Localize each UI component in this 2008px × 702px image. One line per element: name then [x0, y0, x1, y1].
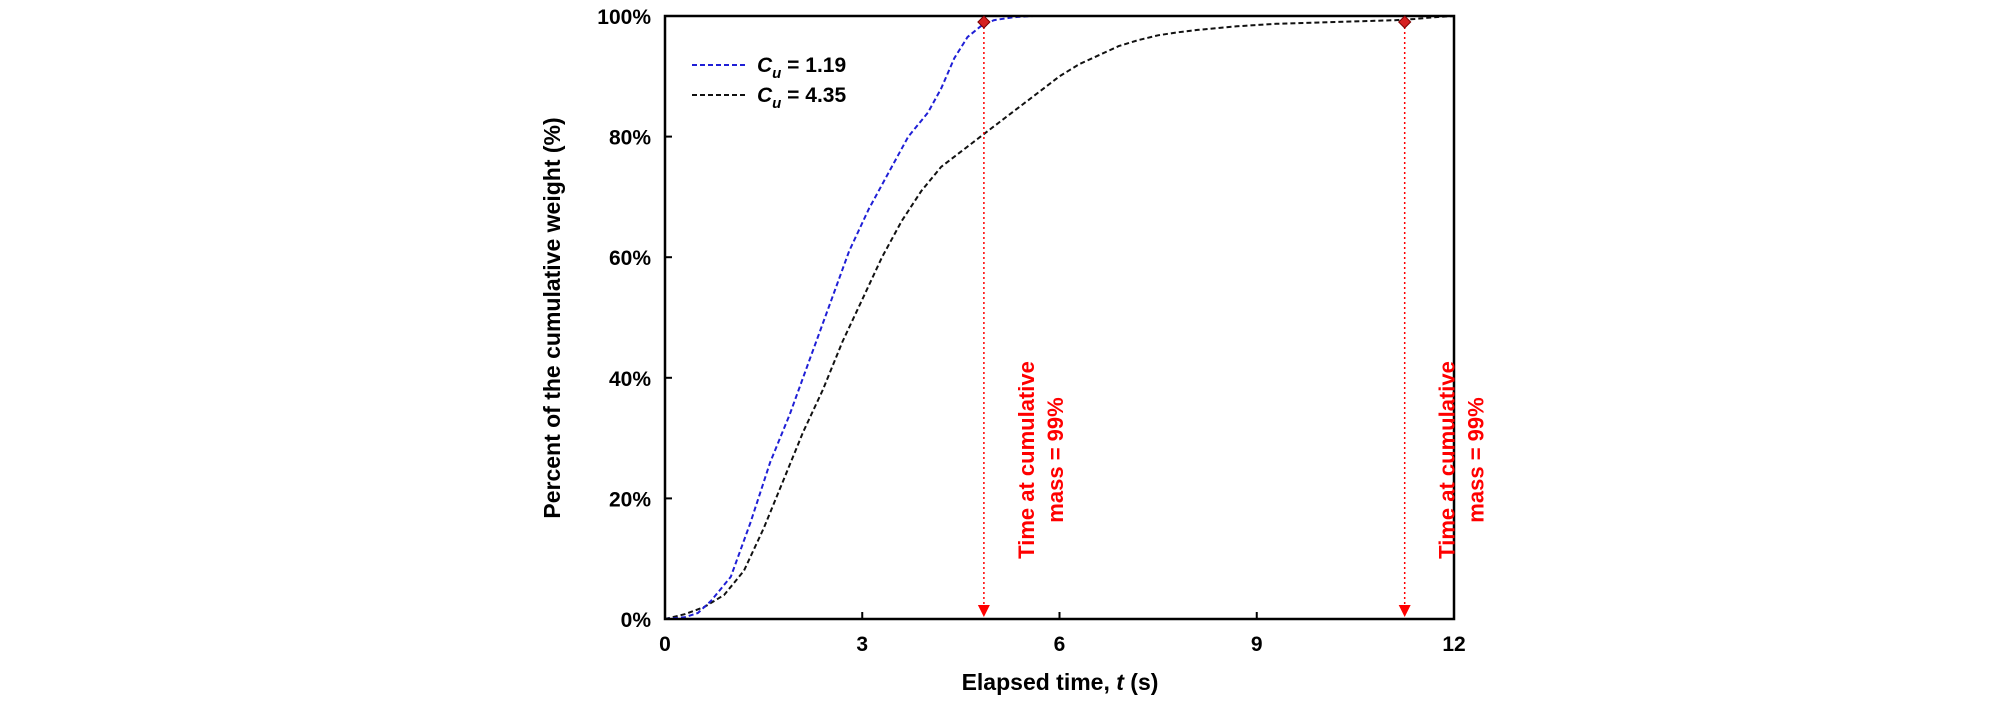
legend-entry-cu-1-19: Cu = 1.19: [692, 54, 846, 82]
axis-ticks: 0 3 6 9 12 0% 20% 40% 60% 80% 100%: [597, 6, 1465, 656]
drop-arrow-1: [1398, 605, 1411, 617]
y-tick-label-5: 100%: [597, 6, 651, 29]
legend-entry-cu-4-35: Cu = 4.35: [692, 84, 846, 112]
drop-arrow-0: [977, 605, 990, 617]
legend: Cu = 1.19 Cu = 4.35: [692, 54, 846, 112]
series-line-cu-1-19: [664, 15, 1454, 620]
annotations: Time at cumulative mass = 99% Time at cumu…: [977, 15, 1489, 617]
x-tick-label-1: 3: [856, 633, 868, 656]
plot-lines: [664, 15, 1455, 620]
annotation-line2-1: mass = 99%: [1464, 397, 1489, 522]
x-tick-label-0: 0: [659, 633, 671, 656]
annotation-line1-0: Time at cumulative: [1014, 361, 1039, 559]
y-tick-label-2: 40%: [609, 368, 651, 391]
y-tick-label-3: 60%: [609, 247, 651, 270]
annotation-line1-1: Time at cumulative: [1435, 361, 1460, 559]
x-axis-title: Elapsed time, t (s): [962, 669, 1159, 695]
y-tick-label-4: 80%: [609, 127, 651, 150]
x-tick-label-4: 12: [1442, 633, 1465, 656]
y-tick-label-0: 0%: [621, 609, 652, 632]
marker-99-percent-1: [1397, 15, 1412, 29]
series-line-cu-4-35: [664, 15, 1455, 620]
legend-label-cu-1-19: Cu = 1.19: [757, 54, 846, 82]
y-axis-title: Percent of the cumulative weight (%): [539, 117, 565, 518]
marker-99-percent-0: [977, 15, 991, 29]
y-tick-label-1: 20%: [609, 488, 651, 511]
annotation-line2-0: mass = 99%: [1043, 397, 1068, 522]
legend-label-cu-4-35: Cu = 4.35: [757, 84, 846, 112]
x-tick-label-3: 9: [1251, 633, 1263, 656]
x-tick-label-2: 6: [1054, 633, 1066, 656]
